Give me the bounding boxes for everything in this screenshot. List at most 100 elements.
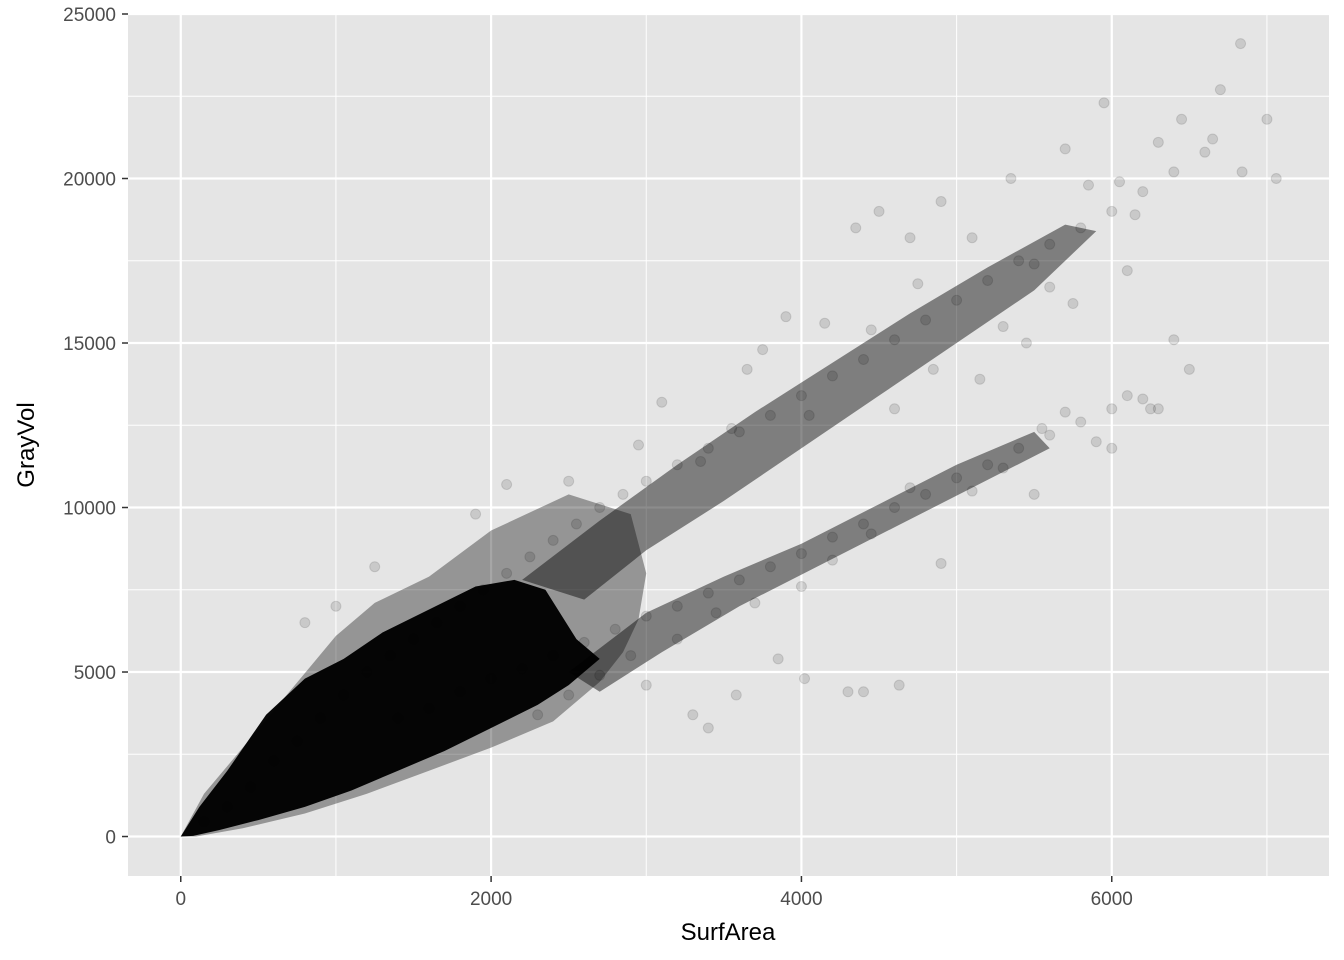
data-point	[687, 709, 699, 721]
data-point	[1270, 173, 1282, 185]
data-point	[730, 689, 742, 701]
data-point	[889, 334, 901, 346]
data-point	[1044, 238, 1056, 250]
data-point	[1044, 429, 1056, 441]
data-point	[1236, 166, 1248, 178]
data-point	[780, 311, 792, 323]
data-point	[1098, 97, 1110, 109]
data-point	[1028, 488, 1040, 500]
data-point	[865, 324, 877, 336]
data-point	[889, 403, 901, 415]
data-point	[299, 617, 311, 629]
lower-band-cloud	[568, 431, 1050, 692]
y-axis-title: GrayVol	[13, 402, 40, 487]
x-axis-title: SurfArea	[681, 919, 776, 946]
data-point	[369, 561, 381, 573]
data-point	[1145, 403, 1157, 415]
data-point	[857, 518, 869, 530]
x-tick-label: 6000	[1091, 889, 1133, 910]
data-point	[741, 363, 753, 375]
data-point	[524, 551, 536, 563]
data-point	[640, 475, 652, 487]
data-point	[1137, 393, 1149, 405]
x-tick-label: 0	[175, 889, 186, 910]
data-point	[974, 373, 986, 385]
data-point	[889, 502, 901, 514]
data-point	[702, 587, 714, 599]
data-point	[1036, 423, 1048, 435]
y-tick-label: 20000	[63, 170, 116, 191]
data-point	[1235, 38, 1247, 50]
data-point	[764, 409, 776, 421]
data-point	[617, 488, 629, 500]
data-point	[1090, 436, 1102, 448]
data-point	[501, 567, 513, 579]
data-point	[625, 650, 637, 662]
data-point	[609, 623, 621, 635]
data-point	[1129, 209, 1141, 221]
data-point	[1176, 113, 1188, 125]
data-point	[799, 673, 811, 685]
data-point	[470, 508, 482, 520]
data-point	[1028, 258, 1040, 270]
data-point	[935, 557, 947, 569]
data-point	[1121, 265, 1133, 277]
data-point	[966, 485, 978, 497]
data-point	[563, 475, 575, 487]
data-point	[819, 317, 831, 329]
data-point	[501, 478, 513, 490]
data-point	[850, 222, 862, 234]
data-point	[795, 548, 807, 560]
data-point	[795, 580, 807, 592]
y-tick-label: 5000	[74, 663, 116, 684]
data-point	[1106, 403, 1118, 415]
data-point	[330, 600, 342, 612]
data-point	[1261, 113, 1273, 125]
data-point	[904, 482, 916, 494]
data-point	[982, 274, 994, 286]
data-point	[702, 722, 714, 734]
data-point	[1106, 442, 1118, 454]
data-point	[1207, 133, 1219, 145]
major-grid	[128, 12, 1329, 876]
data-point	[842, 686, 854, 698]
data-point	[826, 554, 838, 566]
data-point	[594, 669, 606, 681]
data-point	[1075, 222, 1087, 234]
data-point	[982, 459, 994, 471]
data-point	[1020, 337, 1032, 349]
data-point	[1075, 416, 1087, 428]
data-point	[920, 314, 932, 326]
y-tick-label: 10000	[63, 499, 116, 520]
data-point	[951, 472, 963, 484]
data-point	[1199, 146, 1211, 158]
data-point	[757, 344, 769, 356]
data-point	[826, 370, 838, 382]
data-point	[1013, 255, 1025, 267]
data-point	[563, 689, 575, 701]
data-point	[656, 396, 668, 408]
data-points	[180, 38, 1282, 837]
data-point	[640, 679, 652, 691]
data-point	[912, 278, 924, 290]
data-point	[1067, 298, 1079, 310]
data-point	[1168, 166, 1180, 178]
data-point	[1082, 179, 1094, 191]
data-point	[966, 232, 978, 244]
data-point	[695, 455, 707, 467]
data-point	[927, 363, 939, 375]
data-point	[772, 653, 784, 665]
x-tick-label: 2000	[470, 889, 512, 910]
data-point	[1059, 406, 1071, 418]
data-point	[920, 488, 932, 500]
data-point	[733, 574, 745, 586]
data-point	[997, 321, 1009, 333]
data-point	[951, 294, 963, 306]
data-point	[702, 442, 714, 454]
minor-grid	[128, 14, 1329, 876]
x-tick-label: 4000	[780, 889, 822, 910]
data-point	[633, 439, 645, 451]
data-point	[1106, 205, 1118, 217]
data-point	[547, 534, 559, 546]
